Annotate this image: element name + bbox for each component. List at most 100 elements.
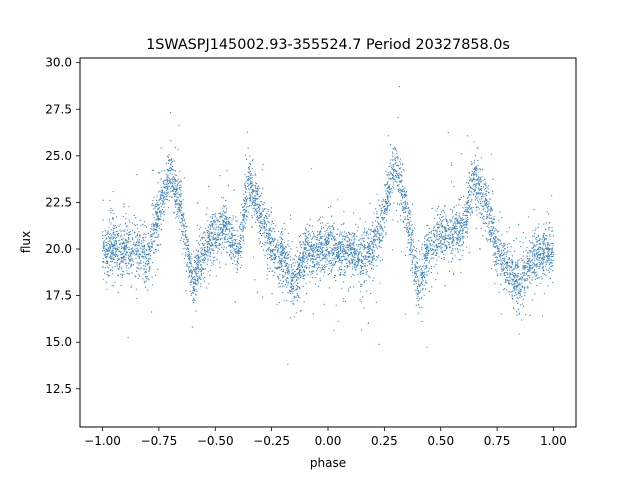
- data-point: [400, 251, 402, 253]
- data-point: [462, 214, 464, 216]
- data-point: [382, 218, 384, 220]
- data-point: [477, 164, 479, 166]
- data-point: [159, 199, 161, 201]
- data-point: [213, 249, 215, 251]
- data-point: [526, 287, 528, 289]
- data-point: [397, 176, 399, 178]
- data-point: [290, 280, 293, 282]
- data-point: [334, 244, 336, 246]
- data-point: [498, 220, 500, 222]
- data-point: [173, 178, 176, 180]
- data-point: [208, 230, 210, 233]
- data-point: [441, 216, 443, 219]
- data-point: [286, 281, 288, 283]
- data-point: [430, 230, 432, 232]
- data-point: [472, 206, 474, 208]
- data-point: [197, 278, 199, 280]
- data-point: [137, 267, 139, 270]
- data-point: [333, 228, 335, 230]
- data-point: [267, 236, 269, 238]
- data-point: [411, 229, 413, 231]
- data-point: [207, 250, 209, 252]
- data-point: [171, 160, 174, 162]
- data-point: [368, 275, 370, 277]
- data-point: [404, 203, 406, 205]
- data-point: [128, 257, 130, 259]
- data-point: [297, 296, 299, 298]
- data-point: [245, 154, 247, 157]
- data-point: [506, 244, 508, 246]
- data-point: [415, 292, 417, 294]
- data-point: [135, 276, 137, 278]
- data-point: [415, 261, 417, 263]
- data-point: [533, 245, 535, 247]
- data-point: [548, 251, 550, 253]
- data-point: [533, 235, 535, 237]
- data-point: [531, 242, 533, 244]
- data-point: [174, 188, 176, 190]
- data-point: [263, 227, 265, 229]
- data-point: [277, 250, 279, 252]
- data-point: [289, 256, 291, 258]
- data-point: [401, 189, 403, 191]
- data-point: [224, 235, 227, 237]
- data-point: [340, 252, 342, 255]
- data-point: [336, 245, 338, 247]
- data-point: [512, 290, 514, 292]
- data-point: [320, 231, 322, 233]
- data-point: [117, 235, 119, 237]
- data-point: [226, 241, 228, 243]
- data-point: [304, 235, 306, 237]
- data-point: [177, 192, 179, 194]
- data-point: [480, 212, 482, 214]
- data-point: [399, 188, 401, 190]
- data-point: [183, 228, 185, 230]
- data-point: [505, 262, 507, 264]
- data-point: [236, 269, 239, 271]
- data-point: [287, 268, 289, 270]
- data-point: [460, 217, 462, 220]
- data-point: [315, 248, 317, 250]
- data-point: [468, 205, 470, 207]
- data-point: [219, 229, 221, 231]
- data-point: [148, 248, 150, 250]
- data-point: [270, 207, 272, 209]
- data-point: [454, 217, 456, 219]
- data-point: [295, 256, 297, 258]
- data-point: [452, 217, 454, 219]
- data-point: [503, 289, 505, 291]
- data-point: [110, 212, 112, 214]
- data-point: [360, 242, 362, 244]
- data-point: [377, 230, 379, 232]
- data-point: [434, 235, 436, 237]
- data-point: [503, 249, 505, 251]
- data-point: [203, 272, 205, 274]
- data-point: [164, 203, 166, 205]
- data-point: [143, 234, 145, 236]
- data-point: [191, 270, 194, 272]
- data-point: [498, 255, 500, 257]
- data-point: [394, 168, 396, 170]
- data-point: [104, 272, 106, 274]
- data-point: [284, 253, 286, 255]
- data-point: [204, 253, 206, 255]
- data-point: [444, 244, 446, 246]
- data-point: [200, 285, 202, 287]
- data-point: [290, 292, 292, 295]
- data-point: [319, 233, 321, 235]
- data-point: [493, 242, 495, 244]
- data-point: [180, 179, 182, 181]
- data-point: [434, 239, 436, 241]
- data-point: [114, 249, 116, 251]
- data-point: [383, 184, 385, 186]
- data-point: [173, 187, 175, 189]
- data-point: [105, 262, 107, 264]
- data-point: [123, 238, 125, 240]
- data-point: [186, 253, 188, 255]
- data-point: [379, 282, 381, 284]
- data-point: [454, 230, 456, 232]
- data-point: [307, 274, 309, 276]
- data-point: [212, 238, 214, 240]
- data-point: [215, 241, 217, 243]
- data-point: [240, 222, 242, 224]
